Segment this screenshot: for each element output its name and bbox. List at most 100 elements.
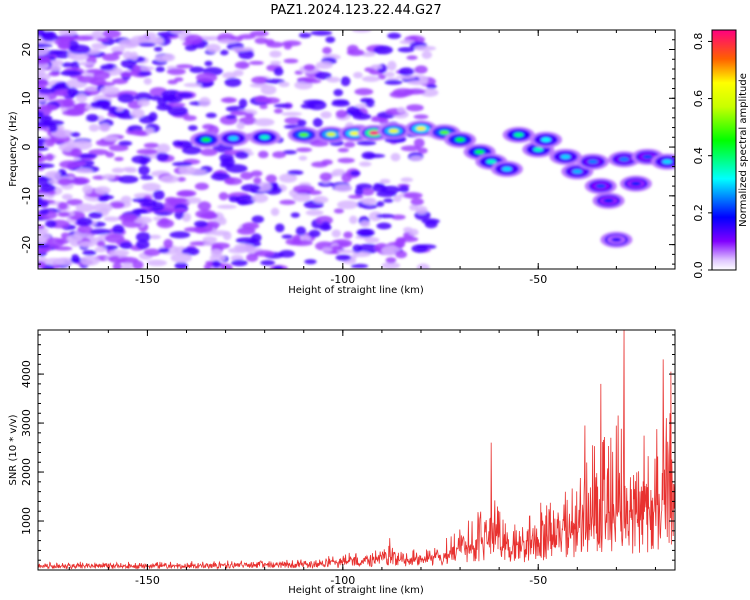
noise-blob — [121, 262, 133, 269]
noise-blob — [38, 195, 43, 203]
noise-blob — [278, 81, 290, 88]
noise-blob — [75, 203, 95, 213]
ridge-blob — [388, 128, 399, 134]
noise-blob — [140, 202, 157, 208]
noise-blob — [38, 209, 49, 215]
noise-blob — [381, 245, 401, 256]
noise-blob — [304, 259, 317, 265]
noise-blob — [70, 132, 81, 138]
noise-blob — [124, 167, 138, 173]
noise-blob — [104, 233, 125, 243]
noise-blob — [351, 30, 372, 33]
noise-blob — [337, 157, 355, 164]
noise-blob — [188, 169, 207, 175]
noise-blob — [224, 177, 243, 185]
ridge-blob — [326, 132, 337, 137]
noise-blob — [333, 89, 344, 97]
noise-blob — [114, 156, 124, 162]
noise-blob — [279, 199, 296, 205]
spectrogram-frame — [37, 29, 676, 270]
noise-blob — [356, 140, 377, 146]
noise-blob — [415, 205, 428, 215]
noise-blob — [373, 45, 393, 55]
noise-blob — [230, 47, 253, 52]
noise-blob — [368, 211, 383, 222]
noise-blob — [96, 240, 106, 247]
y-tick-label: 0 — [20, 144, 33, 151]
noise-blob — [134, 92, 153, 102]
colorbar-label: Normalized spectral amplitude — [738, 73, 749, 227]
ridge-blob — [533, 147, 544, 152]
colorbar-tick-label: 0.6 — [692, 90, 705, 108]
noise-blob — [109, 249, 130, 257]
noise-blob — [253, 177, 262, 185]
noise-blob — [166, 208, 188, 213]
noise-blob — [249, 30, 269, 37]
noise-blob — [38, 120, 55, 128]
noise-blob — [399, 185, 409, 193]
noise-blob — [102, 30, 121, 39]
noise-blob — [57, 178, 72, 186]
noise-blob — [387, 32, 402, 39]
noise-blob — [238, 49, 255, 60]
noise-blob — [93, 71, 111, 80]
noise-blob — [93, 202, 113, 213]
noise-blob — [252, 193, 269, 203]
noise-blob — [135, 232, 151, 242]
noise-blob — [43, 257, 65, 266]
noise-blob — [204, 60, 213, 67]
noise-blob — [77, 75, 98, 84]
noise-blob — [359, 229, 373, 238]
noise-blob — [181, 145, 202, 155]
noise-blob — [66, 198, 83, 206]
noise-blob — [353, 71, 363, 79]
snr-frame — [37, 329, 676, 571]
noise-blob — [164, 196, 178, 203]
noise-blob — [202, 236, 218, 243]
ridge-blob — [630, 181, 641, 186]
noise-blob — [272, 151, 287, 159]
noise-blob — [262, 97, 281, 104]
noise-blob — [45, 153, 54, 162]
noise-blob — [224, 77, 242, 88]
noise-blob — [167, 106, 188, 117]
noise-blob — [409, 204, 419, 211]
noise-blob — [98, 123, 111, 132]
noise-blob — [372, 184, 388, 193]
noise-blob — [135, 239, 150, 250]
noise-blob — [377, 73, 387, 80]
noise-blob — [211, 242, 231, 250]
spectrogram-panel: -150 -100 -50 20 10 0 -10 -20 Height of straigh… — [8, 29, 676, 296]
ridge-blob — [228, 136, 239, 141]
noise-blob — [251, 76, 268, 84]
spectrogram-xlabel: Height of straight line (km) — [288, 285, 424, 296]
noise-blob — [426, 84, 437, 89]
noise-blob — [144, 127, 155, 135]
noise-blob — [200, 148, 218, 156]
noise-blob — [420, 88, 439, 97]
noise-blob — [177, 140, 193, 148]
noise-blob — [357, 243, 380, 254]
noise-blob — [400, 177, 413, 183]
noise-blob — [205, 43, 221, 53]
noise-blob — [170, 252, 192, 263]
noise-blob — [153, 46, 163, 52]
noise-blob — [278, 249, 295, 258]
noise-blob — [143, 248, 161, 257]
noise-blob — [76, 217, 93, 227]
noise-blob — [398, 67, 415, 76]
noise-blob — [370, 64, 383, 70]
ridge-blob — [619, 157, 630, 162]
noise-blob — [310, 30, 333, 36]
noise-blob — [317, 181, 334, 187]
noise-blob — [132, 64, 141, 75]
ridge-blob — [455, 137, 466, 142]
noise-blob — [376, 213, 395, 219]
noise-blob — [131, 155, 152, 164]
noise-blob — [407, 80, 428, 86]
noise-blob — [163, 238, 173, 249]
noise-blob — [292, 192, 311, 202]
ridge-blob — [501, 166, 512, 172]
ridge-blob — [259, 135, 270, 140]
noise-blob — [74, 103, 86, 110]
